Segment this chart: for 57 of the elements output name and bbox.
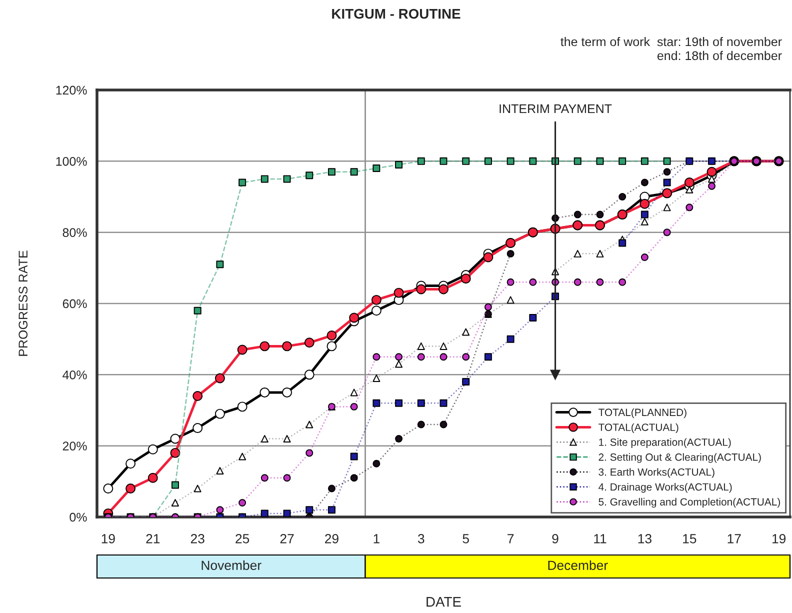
point	[372, 374, 380, 382]
point	[417, 342, 425, 350]
point	[663, 204, 671, 212]
x-tick-label: 23	[190, 534, 204, 544]
x-tick-label: 7	[508, 534, 514, 544]
legend-label: TOTAL(PLANNED)	[598, 408, 686, 418]
point	[708, 175, 716, 183]
point	[306, 420, 314, 428]
point	[238, 452, 246, 460]
point	[194, 484, 202, 492]
x-tick-label: 9	[552, 534, 558, 544]
x-tick-label: 25	[236, 534, 250, 544]
x-tick-label: 19	[772, 534, 786, 544]
legend-label: 1. Site preparation(ACTUAL)	[599, 438, 731, 448]
legend-label: TOTAL(ACTUAL)	[598, 423, 678, 434]
chart-title: KITGUM - ROUTINE	[332, 8, 460, 19]
x-tick-label: 21	[146, 534, 160, 544]
x-tick-label: 1	[374, 534, 380, 544]
text: December	[548, 560, 608, 570]
y-tick-label: 80%	[62, 228, 87, 237]
point	[462, 328, 470, 336]
y-tick-label: 0%	[70, 512, 87, 522]
x-tick-label: 19	[102, 534, 115, 544]
point	[350, 388, 358, 396]
point	[283, 434, 291, 442]
x-tick-label: 15	[683, 534, 696, 544]
y-tick-label: 60%	[62, 299, 87, 308]
y-tick-label: 20%	[62, 442, 87, 450]
point	[506, 296, 514, 304]
y-tick-label: 100%	[56, 156, 87, 166]
text: November	[202, 560, 262, 570]
x-tick-label: 27	[280, 534, 294, 544]
x-tick-label: 11	[594, 534, 606, 544]
x-tick-label: 17	[728, 534, 741, 544]
point	[172, 499, 179, 507]
point	[574, 250, 582, 258]
legend-label: 2. Setting Out & Clearing(ACTUAL)	[598, 453, 761, 463]
legend-label: 4. Drainage Works(ACTUAL)	[598, 482, 732, 493]
ref-line-label: INTERIM PAYMENT	[500, 104, 612, 114]
y-tick-label: 40%	[62, 370, 87, 380]
point	[216, 467, 224, 474]
x-tick-label: 13	[638, 534, 652, 544]
y-tick-label: 120%	[56, 86, 87, 95]
point	[596, 250, 604, 258]
chart-subtitle: the term of work star: 19th of november end: 18th of december	[560, 37, 782, 60]
point	[640, 218, 648, 226]
point	[440, 342, 448, 350]
point	[686, 186, 694, 194]
x-tick-label: 3	[418, 534, 424, 544]
point	[260, 434, 268, 442]
y-axis-title: PROGRESS RATE	[18, 250, 28, 356]
x-axis-title: DATE	[426, 597, 461, 607]
x-tick-label: 29	[325, 534, 338, 544]
legend-label: 5. Gravelling and Completion(ACTUAL)	[598, 498, 780, 508]
point	[395, 360, 403, 368]
x-tick-label: 5	[462, 534, 469, 544]
legend-label: 3. Earth Works(ACTUAL)	[598, 468, 714, 478]
